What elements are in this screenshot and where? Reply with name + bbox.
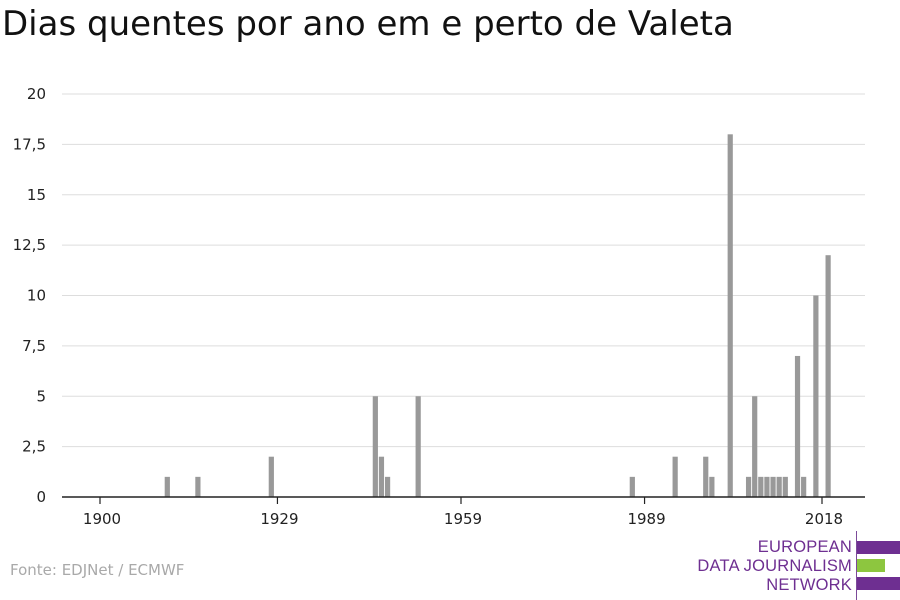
bar	[764, 476, 770, 497]
bar	[164, 476, 170, 497]
bar	[813, 295, 819, 497]
y-tick-label: 7,5	[22, 337, 46, 355]
x-tick-label: 1959	[444, 510, 482, 528]
chart-title: Dias quentes por ano em e perto de Valet…	[2, 4, 734, 44]
bar	[801, 476, 807, 497]
bar	[758, 476, 764, 497]
logo-bar-bottom	[857, 577, 900, 590]
bar	[709, 476, 715, 497]
logo-bar-top	[857, 541, 900, 554]
y-tick-label: 20	[27, 85, 46, 103]
bar	[672, 456, 678, 497]
bar	[727, 134, 733, 498]
bar	[268, 456, 274, 497]
y-tick-label: 12,5	[13, 236, 46, 254]
logo-line-2: DATA JOURNALISM	[697, 557, 852, 575]
bar	[372, 396, 378, 497]
bar	[745, 476, 752, 497]
y-tick-label: 5	[36, 387, 46, 405]
bar	[770, 476, 776, 497]
y-axis-tick-labels: 0 2,5 5 7,5 10 12,5 15 17,5 20	[13, 85, 46, 506]
bar	[782, 476, 788, 497]
gridlines	[62, 93, 865, 448]
x-tick-label: 1929	[260, 510, 298, 528]
bar	[825, 255, 831, 497]
logo-bar-middle	[857, 559, 885, 572]
logo-wordmark: EUROPEAN DATA JOURNALISM NETWORK	[697, 538, 852, 595]
bar	[776, 476, 782, 497]
x-tick-label: 1900	[83, 510, 121, 528]
y-tick-label: 15	[27, 186, 46, 204]
bar-chart: 0 2,5 5 7,5 10 12,5 15 17,5 20 1900 1929 1959 1989 2…	[13, 85, 865, 528]
x-tick-label: 1989	[627, 510, 665, 528]
x-tick-label: 2018	[805, 510, 843, 528]
x-axis: 1900 1929 1959 1989 2018	[62, 496, 865, 528]
bar	[415, 396, 421, 497]
y-tick-label: 10	[27, 287, 46, 305]
bar	[384, 476, 391, 497]
logo-divider	[856, 531, 857, 600]
bar	[703, 456, 709, 497]
y-tick-label: 17,5	[13, 135, 46, 153]
source-note: Fonte: EDJNet / ECMWF	[10, 561, 185, 579]
bar	[629, 476, 635, 497]
bar	[195, 476, 201, 497]
bars	[164, 134, 831, 498]
bar	[378, 456, 385, 497]
logo-line-3: NETWORK	[766, 576, 852, 594]
logo-line-1: EUROPEAN	[757, 538, 852, 556]
bar	[752, 396, 758, 497]
bar	[794, 355, 801, 497]
y-tick-label: 0	[36, 488, 46, 506]
edjnet-logo[interactable]: EUROPEAN DATA JOURNALISM NETWORK	[697, 531, 900, 600]
y-tick-label: 2,5	[22, 438, 46, 456]
